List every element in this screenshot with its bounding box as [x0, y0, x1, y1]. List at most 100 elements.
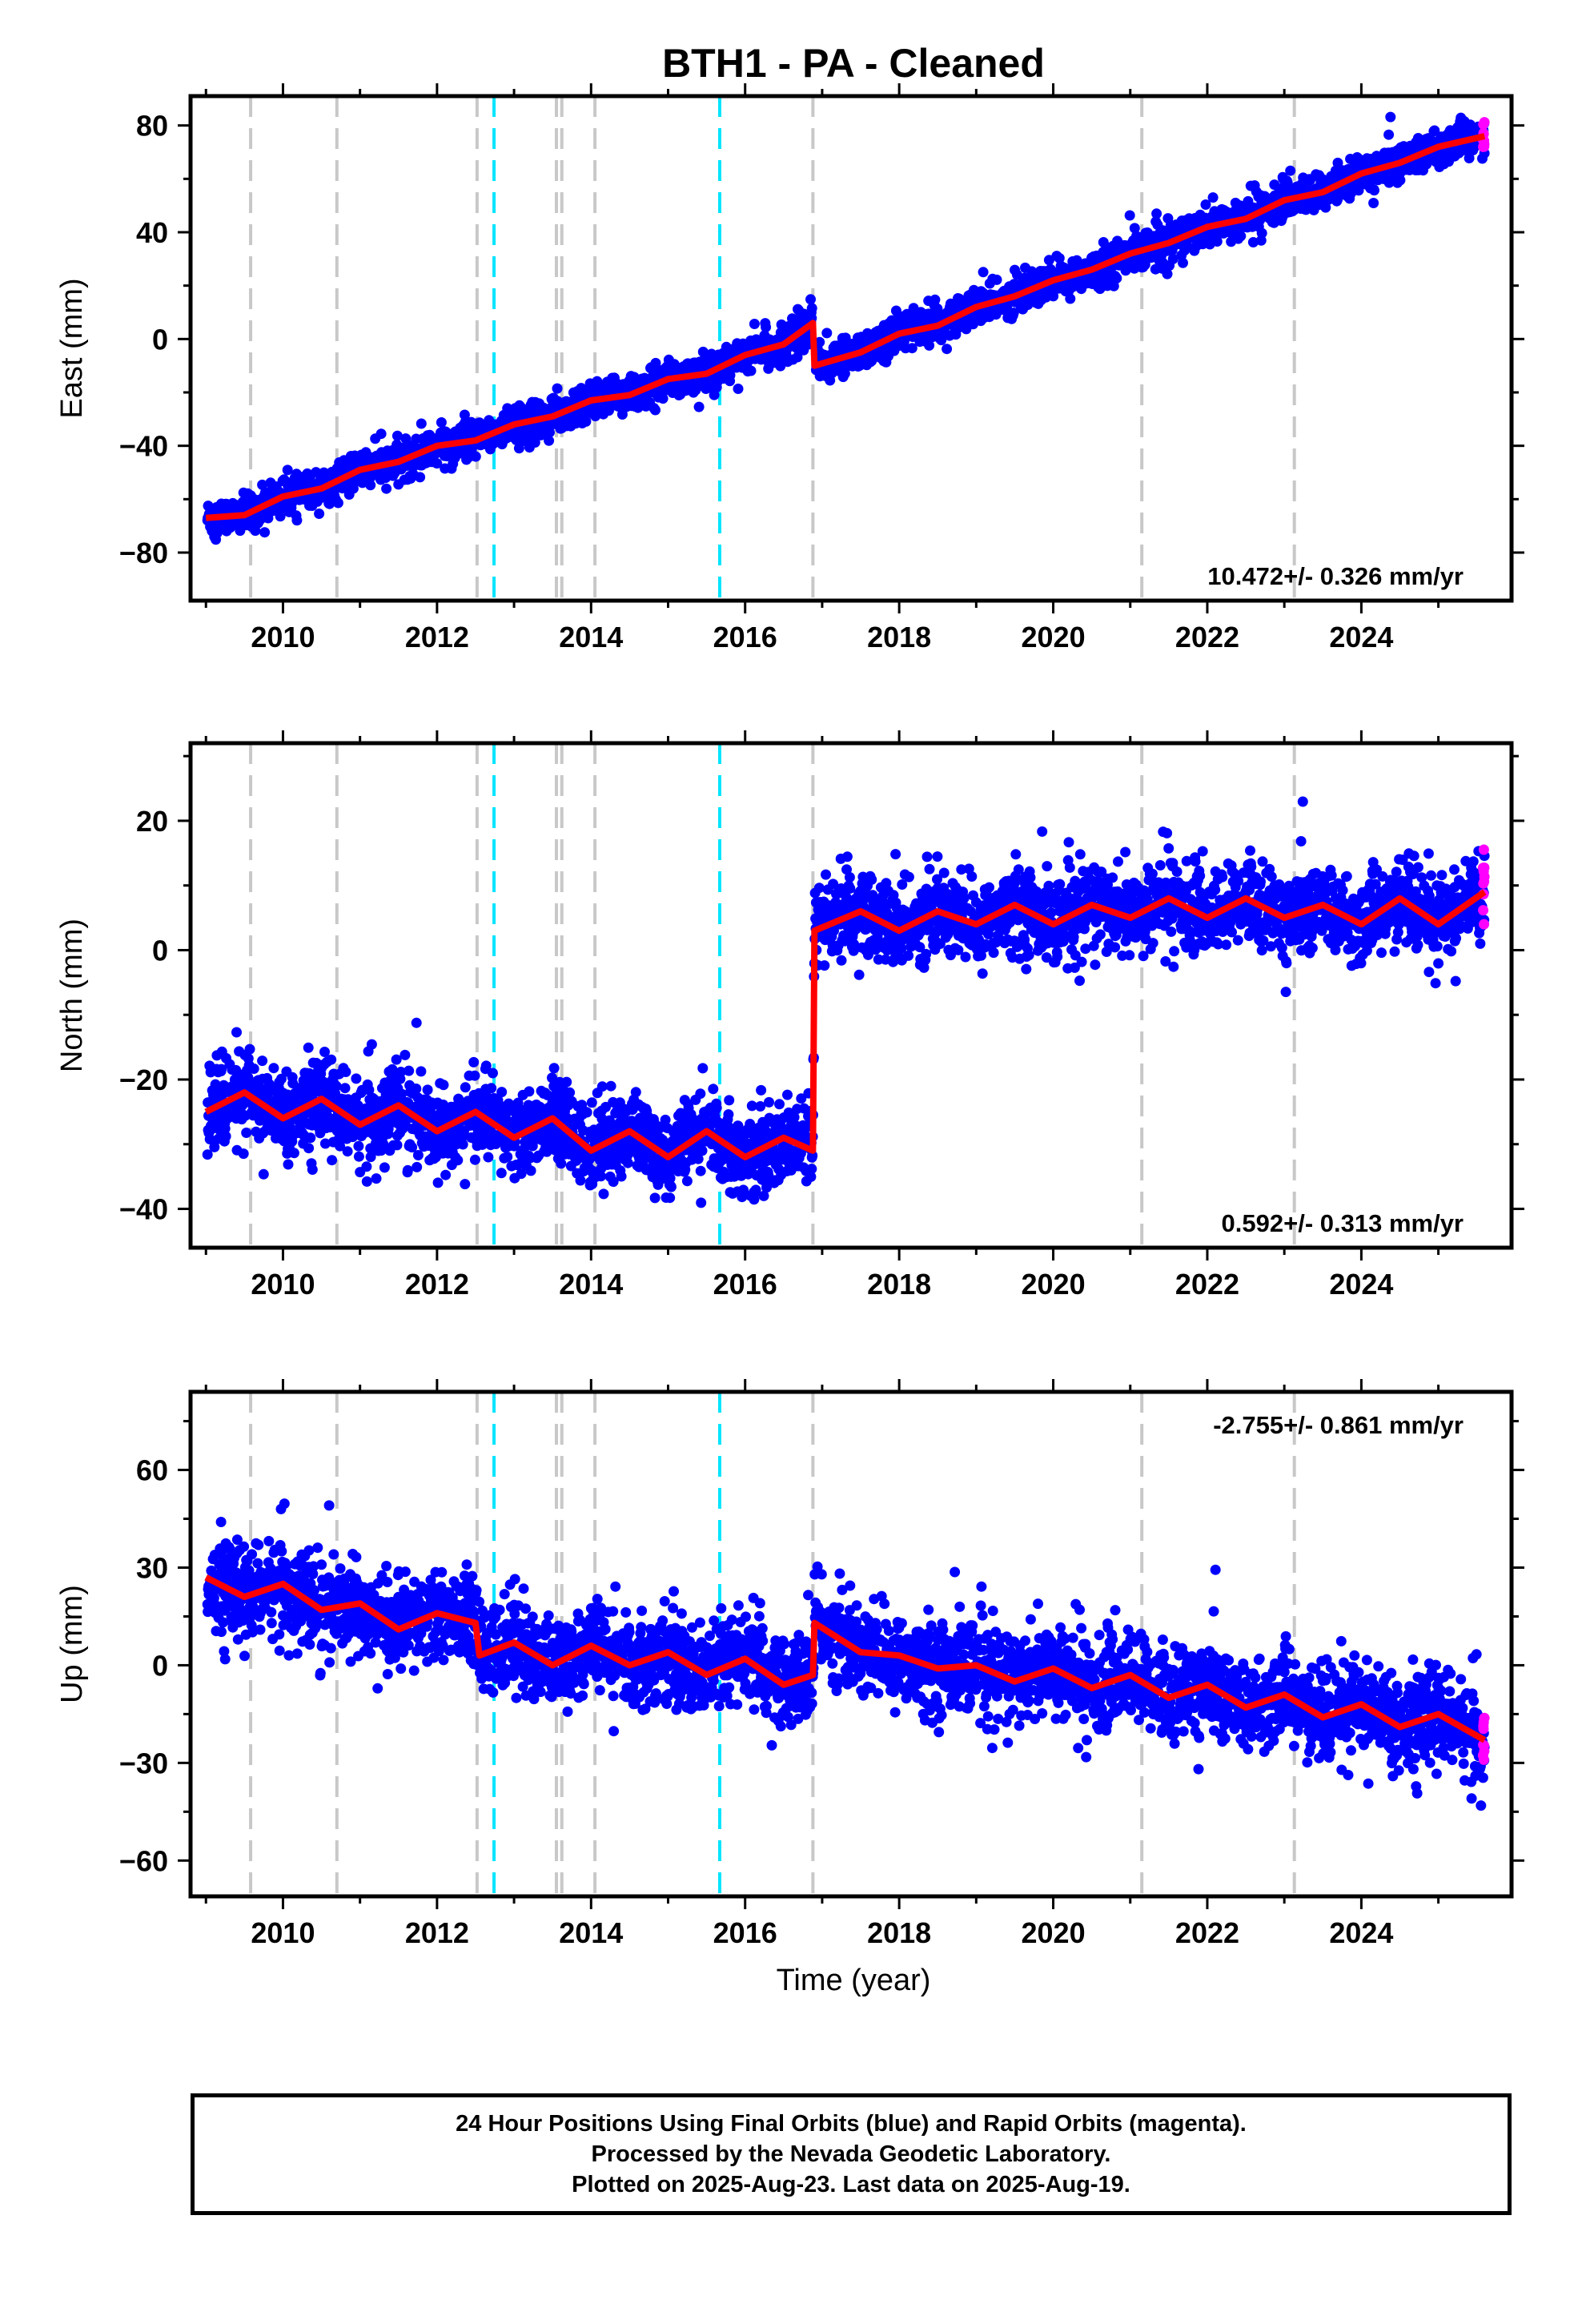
data-point — [259, 527, 271, 538]
data-point — [332, 497, 343, 509]
data-point — [1162, 268, 1173, 279]
data-point — [650, 404, 661, 416]
data-point — [404, 1065, 415, 1076]
data-point — [238, 1148, 249, 1160]
data-point — [305, 1132, 316, 1144]
data-point — [1167, 253, 1178, 264]
data-point — [1111, 272, 1122, 283]
data-point — [371, 1173, 382, 1184]
data-point — [291, 515, 303, 526]
plot-area — [202, 96, 1490, 601]
data-point — [412, 1161, 423, 1172]
data-point — [326, 1054, 337, 1065]
x-tick-label: 2018 — [867, 621, 931, 653]
data-point — [749, 319, 760, 329]
data-point — [544, 427, 555, 438]
x-tick-label: 2016 — [713, 621, 777, 653]
data-point — [468, 1056, 480, 1068]
data-point — [814, 336, 825, 348]
data-point — [1369, 185, 1379, 196]
data-point — [469, 1154, 480, 1165]
data-point — [219, 1123, 231, 1134]
data-point — [586, 1097, 597, 1108]
rapid-point — [1479, 117, 1490, 128]
data-point — [460, 1082, 471, 1093]
data-point — [1065, 293, 1076, 304]
data-point — [761, 322, 772, 332]
data-point — [657, 393, 669, 404]
data-point — [605, 1080, 616, 1092]
data-point — [284, 1122, 295, 1133]
data-point — [411, 1017, 422, 1028]
data-point — [1151, 208, 1162, 219]
data-point — [452, 1155, 464, 1166]
x-tick-label: 2024 — [1329, 621, 1393, 653]
y-tick-label: 40 — [136, 216, 168, 249]
data-point — [353, 1140, 364, 1152]
data-point — [307, 1164, 318, 1175]
data-point — [496, 1168, 507, 1179]
data-point — [438, 1080, 449, 1091]
data-point — [361, 1176, 372, 1187]
data-point — [564, 1087, 576, 1098]
data-point — [340, 1067, 351, 1077]
data-point — [544, 435, 555, 446]
data-point — [806, 303, 817, 314]
data-point — [241, 1128, 252, 1138]
data-point — [525, 1165, 536, 1176]
data-point — [288, 1148, 299, 1159]
data-point — [942, 344, 953, 355]
data-point — [422, 1084, 433, 1096]
x-tick-label: 2020 — [1022, 621, 1086, 653]
data-point — [400, 1049, 411, 1060]
data-point — [548, 1063, 560, 1074]
data-point — [391, 1140, 403, 1151]
data-point — [353, 1151, 364, 1162]
data-point — [411, 1084, 422, 1094]
data-point — [622, 1157, 633, 1168]
data-point — [733, 384, 744, 394]
data-point — [366, 1039, 377, 1050]
data-point — [365, 480, 376, 491]
data-point — [580, 416, 592, 427]
north-panel: 2010 2012 2014 2016 2018 2020 2022 2024200−20−4… — [55, 730, 1524, 1301]
data-point — [805, 294, 816, 305]
y-tick-label: −80 — [119, 537, 168, 569]
data-point — [598, 1188, 609, 1200]
data-point — [351, 1073, 362, 1084]
data-point — [483, 1152, 494, 1163]
x-tick-label: 2014 — [559, 621, 623, 653]
data-point — [211, 528, 223, 539]
data-point — [488, 1068, 498, 1079]
data-point — [1235, 231, 1247, 242]
data-point — [275, 1073, 287, 1084]
data-point — [314, 509, 325, 519]
data-point — [216, 1063, 227, 1075]
data-point — [457, 1139, 468, 1150]
data-point — [440, 1169, 452, 1180]
y-tick-label: 80 — [136, 110, 168, 143]
figure-title: BTH1 - PA - Cleaned — [662, 41, 1045, 86]
data-point — [460, 1179, 471, 1190]
data-point — [243, 1072, 254, 1083]
data-point — [282, 464, 293, 476]
data-point — [470, 451, 481, 462]
data-point — [1048, 291, 1059, 302]
east-panel: 2010 2012 2014 2016 2018 2020 2022 202480400−40… — [55, 83, 1524, 653]
data-point — [1383, 129, 1395, 140]
data-point — [303, 1042, 314, 1053]
data-point — [432, 458, 443, 469]
data-point — [257, 1055, 268, 1067]
x-tick-label: 2012 — [405, 621, 469, 653]
final-orbit-points — [202, 111, 1490, 545]
data-point — [1211, 236, 1223, 247]
data-point — [331, 1080, 342, 1092]
data-point — [991, 274, 1002, 285]
x-tick-label: 2022 — [1175, 621, 1239, 653]
data-point — [231, 1027, 242, 1038]
data-point — [303, 1143, 315, 1154]
data-point — [693, 401, 705, 412]
data-point — [258, 1168, 269, 1180]
data-point — [1464, 153, 1475, 163]
data-point — [412, 1150, 424, 1160]
